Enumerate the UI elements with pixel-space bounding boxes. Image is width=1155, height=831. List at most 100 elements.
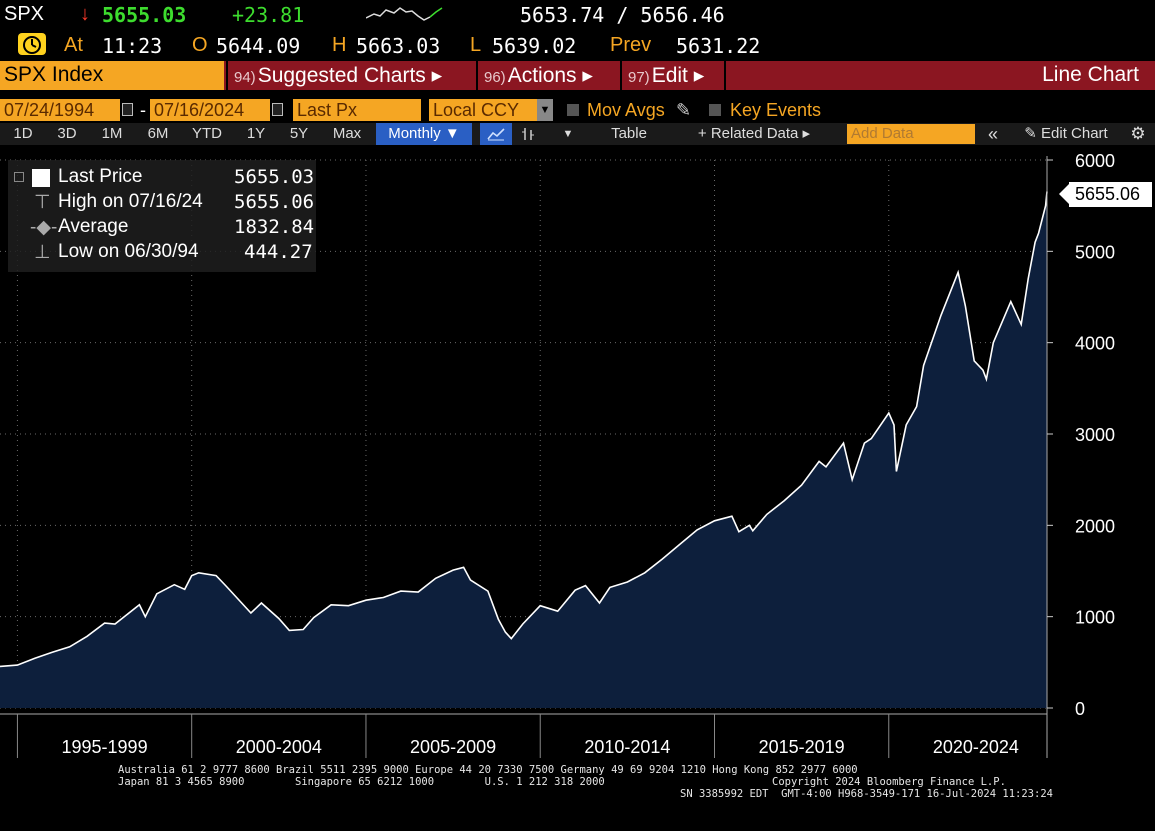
field-selector[interactable]: Last Px (293, 99, 421, 121)
period-1d-button[interactable]: 1D (13, 125, 33, 142)
legend-value: 5655.03 (234, 166, 315, 188)
bid-ask: 5653.74 / 5656.46 (520, 3, 725, 27)
ticker-symbol: SPX (4, 3, 45, 25)
date-dash: - (140, 100, 146, 120)
menu-divider (476, 61, 478, 90)
net-change: +23.81 (232, 3, 305, 27)
chevron-down-icon[interactable]: ▼ (562, 128, 574, 140)
y-axis-ticks: 0 1000 2000 3000 4000 5000 6000 (1047, 151, 1115, 719)
last-price-badge: 5655.06 (1059, 182, 1152, 207)
legend-value: 444.27 (244, 241, 313, 263)
key-events-checkbox[interactable] (709, 104, 721, 116)
last-price: 5655.03 (102, 3, 187, 27)
y-tick-label: 6000 (1075, 151, 1115, 171)
x-tick-label: 2000-2004 (236, 737, 322, 757)
low-label: L (470, 34, 482, 56)
legend-row: -◆- Average 1832.84 (8, 214, 316, 239)
period-3d-button[interactable]: 3D (57, 125, 77, 142)
x-axis-ticks: 1995-1999 2000-2004 2005-2009 2010-2014 2015… (16, 714, 1019, 758)
prev-value: 5631.22 (676, 34, 761, 58)
low-marker-icon: ⊥ (34, 242, 51, 263)
mov-avgs-checkbox[interactable] (567, 104, 579, 116)
legend-value: 1832.84 (234, 216, 315, 238)
prev-label: Prev (610, 34, 652, 56)
high-value: 5663.03 (356, 34, 441, 58)
collapse-box-icon[interactable] (14, 172, 24, 182)
menu-divider (620, 61, 622, 90)
end-date-field[interactable]: 07/16/2024 (150, 99, 270, 121)
legend-row: ⊥ Low on 06/30/94 444.27 (8, 239, 316, 264)
period-6m-button[interactable]: 6M (147, 125, 169, 142)
gear-icon[interactable]: ⚙ (1130, 124, 1146, 143)
pencil-icon[interactable]: ✎ (676, 100, 692, 120)
average-marker-icon: -◆- (30, 217, 58, 238)
period-5y-button[interactable]: 5Y (289, 125, 309, 142)
quote-stats: At 11:23 O 5644.09 H 5663.03 L 5639.02 P… (0, 31, 1155, 59)
legend-label: Last Price (58, 166, 143, 187)
y-tick-label: 4000 (1075, 334, 1115, 354)
menu-bar: SPX Index 94)Suggested Charts ▸ 96)Actio… (0, 61, 1155, 90)
related-data-menu[interactable]: + Related Data ▸ (697, 125, 811, 142)
x-tick-label: 2015-2019 (759, 737, 845, 757)
edit-chart-button[interactable]: ✎ Edit Chart (1024, 125, 1108, 142)
line-chart-icon[interactable] (480, 123, 512, 145)
security-field[interactable]: SPX Index (0, 61, 224, 90)
currency-selector[interactable]: Local CCY (429, 99, 537, 121)
bar-chart-icon[interactable] (514, 123, 542, 145)
chart-type-title: Line Chart (1042, 63, 1139, 86)
x-tick-label: 2010-2014 (584, 737, 670, 757)
y-tick-label: 1000 (1075, 608, 1115, 628)
mov-avgs-label: Mov Avgs (587, 100, 665, 120)
period-1m-button[interactable]: 1M (101, 125, 123, 142)
calendar-icon[interactable] (122, 103, 133, 116)
chart-toolbar: 1D 3D 1M 6M YTD 1Y 5Y Max Monthly ▼ ▼ Ta… (0, 123, 1155, 145)
quote-time: 11:23 (102, 34, 163, 58)
low-value: 5639.02 (492, 34, 577, 58)
y-tick-label: 3000 (1075, 425, 1115, 445)
x-tick-label: 2020-2024 (933, 737, 1019, 757)
legend-label: Average (58, 216, 129, 237)
chart-legend[interactable]: Last Price 5655.03 ⊤ High on 07/16/24 56… (8, 160, 316, 272)
frequency-dropdown[interactable]: Monthly ▼ (376, 123, 472, 145)
suggested-charts-menu[interactable]: 94)Suggested Charts ▸ (234, 64, 443, 87)
menu-divider (724, 61, 726, 90)
y-tick-label: 0 (1075, 699, 1085, 719)
legend-row: Last Price 5655.03 (8, 164, 316, 189)
edit-menu[interactable]: 97)Edit ▸ (628, 64, 705, 87)
add-data-input[interactable]: Add Data (847, 124, 975, 144)
footer-contacts: Australia 61 2 9777 8600 Brazil 5511 239… (0, 764, 1155, 804)
high-label: H (332, 34, 347, 56)
menu-divider (226, 61, 228, 90)
at-label: At (64, 34, 83, 56)
period-1y-button[interactable]: 1Y (246, 125, 266, 142)
period-max-button[interactable]: Max (332, 125, 362, 142)
price-area (0, 191, 1047, 708)
sparkline-icon (366, 7, 443, 21)
start-date-field[interactable]: 07/24/1994 (0, 99, 120, 121)
chevron-down-icon[interactable]: ▼ (537, 99, 553, 121)
key-events-label: Key Events (730, 100, 822, 120)
chart-axes (0, 156, 1048, 758)
footer-line: SN 3385992 EDT GMT-4:00 H968-3549-171 16… (680, 788, 1053, 800)
period-ytd-button[interactable]: YTD (192, 125, 222, 142)
table-button[interactable]: Table (611, 125, 647, 142)
actions-menu[interactable]: 96)Actions ▸ (484, 64, 593, 87)
legend-label: Low on 06/30/94 (58, 241, 199, 262)
collapse-icon[interactable]: « (987, 124, 998, 144)
price-chart[interactable]: 0 1000 2000 3000 4000 5000 6000 1995-1999 2000-… (0, 146, 1155, 763)
x-tick-label: 1995-1999 (62, 737, 148, 757)
open-value: 5644.09 (216, 34, 301, 58)
y-tick-label: 2000 (1075, 516, 1115, 536)
x-tick-label: 2005-2009 (410, 737, 496, 757)
calendar-icon[interactable] (272, 103, 283, 116)
y-tick-label: 5000 (1075, 242, 1115, 262)
chart-controls: 07/24/1994 - 07/16/2024 Last Px Local CC… (0, 99, 1155, 121)
quote-header: SPX ↓ 5655.03 +23.81 5653.74 / 5656.46 (0, 0, 1155, 30)
footer-copyright: Copyright 2024 Bloomberg Finance L.P. (772, 776, 1006, 788)
legend-row: ⊤ High on 07/16/24 5655.06 (8, 189, 316, 214)
white-swatch-icon (32, 169, 50, 187)
legend-value: 5655.06 (234, 191, 315, 213)
high-marker-icon: ⊤ (34, 192, 51, 213)
legend-label: High on 07/16/24 (58, 191, 203, 212)
footer-line: Japan 81 3 4565 8900 Singapore 65 6212 1… (118, 776, 605, 788)
